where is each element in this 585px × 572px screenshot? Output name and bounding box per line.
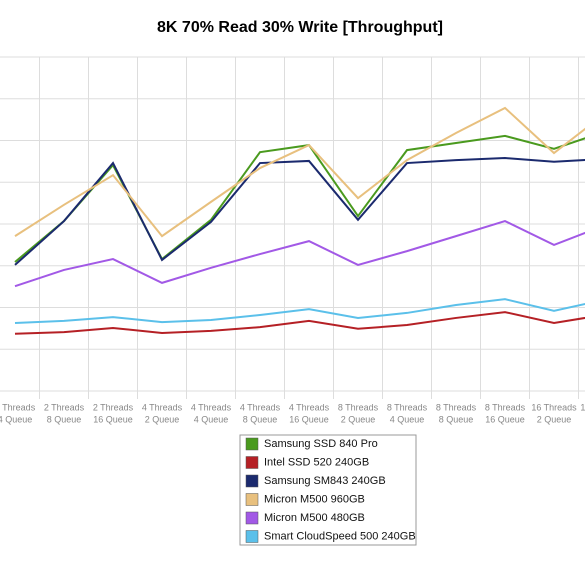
legend-swatch (245, 493, 259, 506)
series-line (14, 106, 585, 238)
x-tick-label: 2 Queue (537, 414, 572, 424)
x-tick-label: 4 Threads (289, 402, 330, 412)
legend-swatch (245, 474, 259, 488)
x-tick-label: 8 Queue (439, 414, 474, 424)
x-tick-label: 8 Threads (338, 402, 379, 412)
legend-swatch (245, 530, 259, 543)
x-tick-label: 8 Queue (47, 414, 82, 424)
series-line (14, 311, 585, 335)
x-tick-label: 4 Queue (194, 414, 229, 424)
x-tick-label: 16 Queue (485, 414, 525, 424)
legend-label: Samsung SM843 240GB (264, 475, 386, 487)
legend-swatch (245, 511, 259, 525)
x-tick-label: 8 Threads (387, 402, 428, 412)
x-tick-label: 8 Threads (436, 402, 477, 412)
x-tick-label: 16 Queue (93, 414, 133, 424)
series-line (14, 220, 585, 288)
x-tick-label: 8 Queue (243, 414, 278, 424)
legend-swatch (245, 456, 259, 469)
x-tick-label: 2 Threads (0, 402, 36, 412)
chart-title: 8K 70% Read 30% Write [Throughput] (157, 19, 443, 36)
x-tick-label: 2 Threads (93, 402, 134, 412)
x-tick-label: 16 Queue (289, 414, 329, 424)
legend-label: Micron M500 960GB (264, 493, 365, 505)
x-tick-label: 4 Threads (142, 402, 183, 412)
x-tick-label: 16 Threads (580, 402, 585, 412)
x-tick-label: 2 Threads (44, 402, 85, 412)
legend-label: Micron M500 480GB (264, 512, 365, 524)
legend-box (239, 434, 417, 546)
legend-swatch (245, 437, 259, 451)
legend-label: Samsung SSD 840 Pro (264, 438, 378, 450)
x-tick-label: 8 Threads (485, 402, 526, 412)
x-tick-label: 2 Queue (341, 414, 376, 424)
x-tick-label: 4 Queue (390, 414, 425, 424)
x-tick-label: 16 Threads (531, 402, 577, 412)
series-line (14, 157, 585, 266)
legend-label: Smart CloudSpeed 500 240GB (264, 530, 416, 542)
x-tick-label: 2 Queue (145, 414, 180, 424)
series-line (14, 298, 585, 324)
legend-label: Intel SSD 520 240GB (264, 456, 369, 468)
x-tick-label: 4 Threads (191, 402, 232, 412)
x-tick-label: 4 Threads (240, 402, 281, 412)
x-tick-label: 4 Queue (0, 414, 32, 424)
